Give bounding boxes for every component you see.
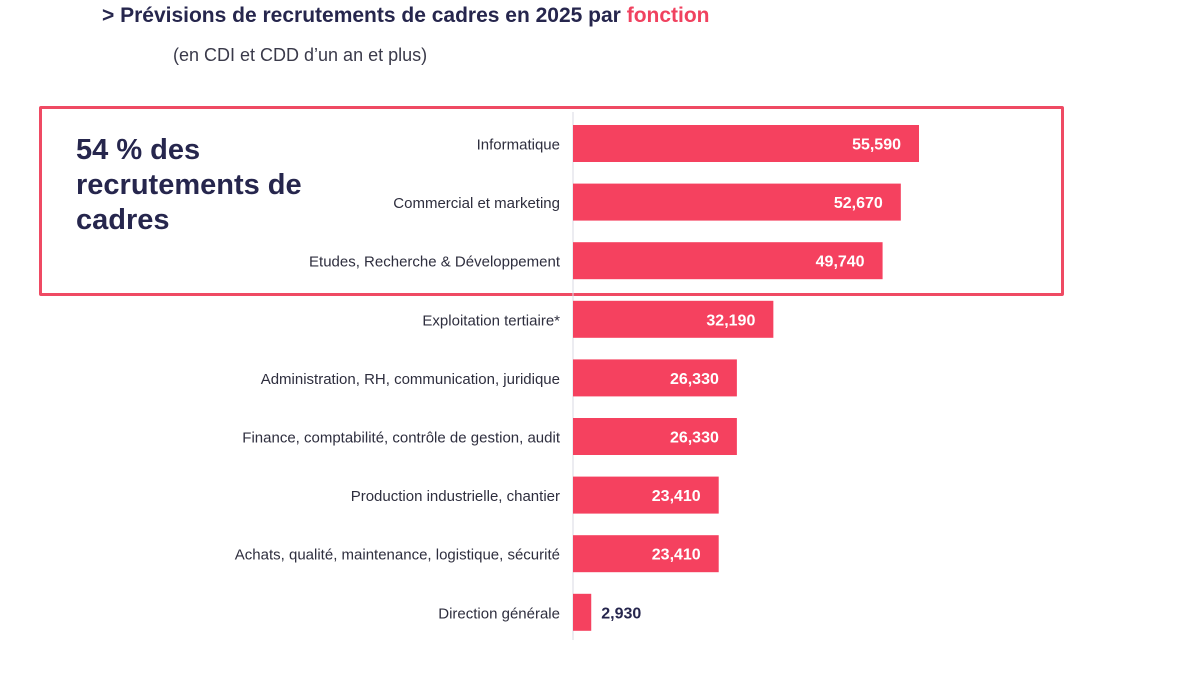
bar [573, 359, 737, 397]
value-label: 55,590 [852, 137, 901, 154]
category-label: Informatique [477, 137, 560, 154]
chart-subtitle: (en CDI et CDD d’un an et plus) [173, 45, 428, 65]
bar [573, 476, 719, 514]
value-label: 49,740 [816, 254, 865, 271]
title-accent: fonction [626, 4, 710, 27]
bar [573, 418, 737, 455]
category-label: Commercial et marketing [393, 195, 560, 212]
value-label: 26,330 [670, 371, 719, 388]
bar [573, 125, 919, 162]
category-label: Achats, qualité, maintenance, logistique… [235, 547, 560, 564]
top-three-highlight-box [39, 106, 1064, 296]
value-label: 23,410 [652, 488, 701, 505]
value-label: 26,330 [670, 430, 719, 447]
category-label: Exploitation tertiaire* [422, 312, 560, 329]
value-label: 2,930 [601, 605, 641, 622]
title-prefix: > Prévisions de recrutements de cadres e… [102, 4, 621, 27]
value-label: 32,190 [706, 312, 755, 329]
category-label: Administration, RH, communication, jurid… [261, 371, 560, 388]
bar [573, 535, 719, 573]
value-label: 52,670 [834, 195, 883, 212]
bar [573, 593, 592, 631]
callout-text: 54 % des recrutements de cadres [76, 134, 302, 236]
category-label: Direction générale [438, 605, 560, 622]
bar [573, 242, 883, 280]
bar [573, 300, 774, 338]
bar [573, 183, 901, 221]
category-label: Etudes, Recherche & Développement [309, 254, 561, 271]
chart-title: > Prévisions de recrutements de cadres e… [102, 4, 710, 28]
value-label: 23,410 [652, 547, 701, 564]
category-label: Production industrielle, chantier [351, 488, 560, 505]
category-label: Finance, comptabilité, contrôle de gesti… [242, 430, 561, 447]
